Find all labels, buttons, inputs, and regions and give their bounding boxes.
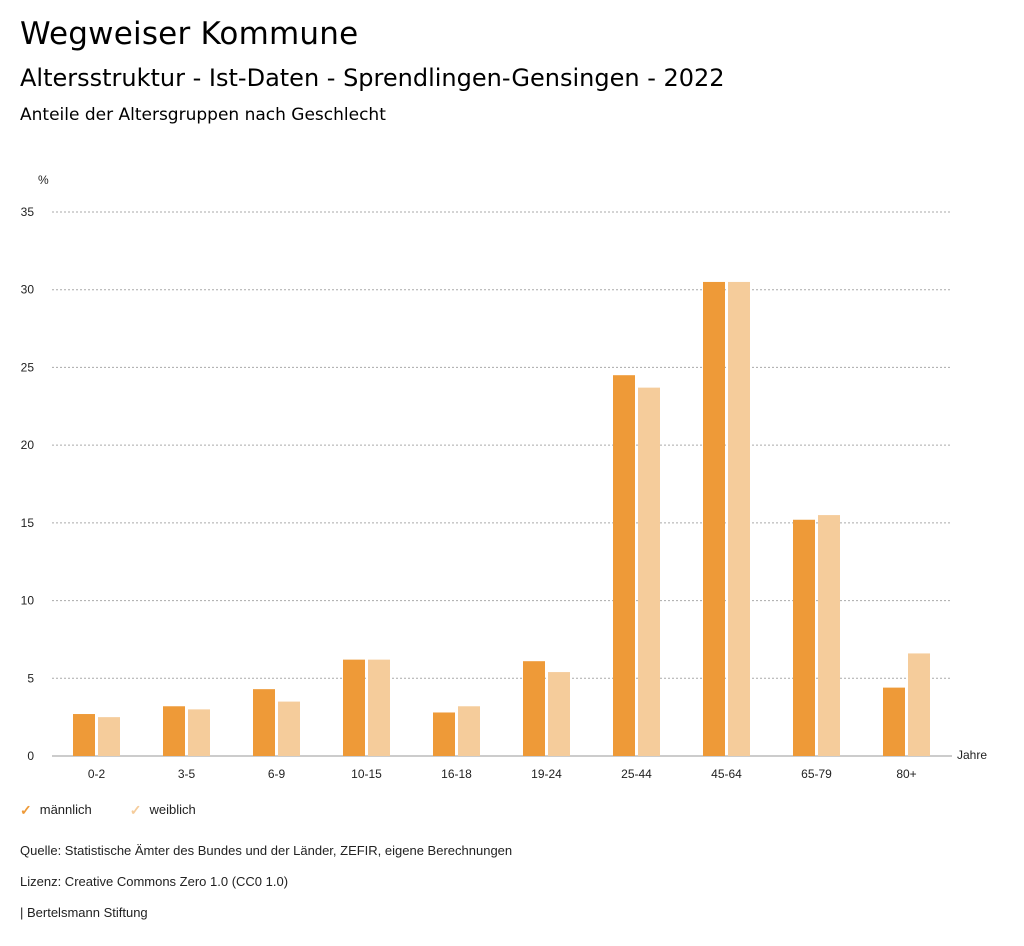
bar-chart: % Jahre 0 5 10 15 20 25 30 35 0-2 3-5 6-9 10-15 16-…: [21, 173, 988, 781]
credit-note: | Bertelsmann Stiftung: [20, 905, 148, 920]
x-tick-label: 6-9: [268, 767, 286, 781]
legend-label: weiblich: [149, 802, 196, 817]
x-tick-labels: 0-2 3-5 6-9 10-15 16-18 19-24 25-44 45-64 65-79 8…: [88, 767, 917, 781]
chart-subtitle: Altersstruktur - Ist-Daten - Sprendlinge…: [20, 64, 725, 92]
y-tick-label: 15: [21, 516, 35, 530]
x-axis-unit-label: Jahre: [957, 748, 987, 762]
x-tick-label: 45-64: [711, 767, 742, 781]
bars: [73, 281, 930, 756]
y-tick-label: 10: [21, 594, 35, 608]
bar-maennlich-6-9[interactable]: [253, 689, 275, 756]
y-tick-label: 25: [21, 360, 35, 374]
x-tick-label: 10-15: [351, 767, 382, 781]
bar-weiblich-3-5[interactable]: [188, 709, 210, 756]
bar-maennlich-25-44[interactable]: [613, 375, 635, 756]
bar-weiblich-25-44[interactable]: [638, 387, 660, 756]
bar-weiblich-16-18[interactable]: [458, 706, 480, 756]
bar-weiblich-19-24[interactable]: [548, 672, 570, 756]
bar-weiblich-10-15[interactable]: [368, 659, 390, 756]
y-tick-label: 35: [21, 205, 35, 219]
page-title: Wegweiser Kommune: [20, 16, 359, 52]
x-tick-label: 0-2: [88, 767, 106, 781]
y-axis-unit-label: %: [38, 173, 49, 187]
bar-weiblich-80+[interactable]: [908, 653, 930, 756]
bar-maennlich-16-18[interactable]: [433, 712, 455, 756]
bar-maennlich-19-24[interactable]: [523, 661, 545, 756]
bar-weiblich-45-64[interactable]: [728, 281, 750, 756]
chart-heading: Anteile der Altersgruppen nach Geschlech…: [20, 105, 386, 125]
bar-maennlich-10-15[interactable]: [343, 659, 365, 756]
legend-item-weiblich[interactable]: ✓ weiblich: [130, 802, 196, 817]
y-tick-label: 0: [27, 749, 34, 763]
y-tick-label: 30: [21, 283, 35, 297]
x-tick-label: 80+: [896, 767, 916, 781]
gridlines: [52, 211, 952, 757]
license-note: Lizenz: Creative Commons Zero 1.0 (CC0 1…: [20, 874, 289, 889]
legend: ✓ männlich ✓ weiblich: [20, 802, 196, 817]
legend-item-maennlich[interactable]: ✓ männlich: [20, 802, 92, 817]
bar-maennlich-65-79[interactable]: [793, 519, 815, 756]
legend-label: männlich: [39, 802, 92, 817]
bar-maennlich-45-64[interactable]: [703, 281, 725, 756]
y-tick-label: 20: [21, 438, 35, 452]
y-tick-label: 5: [27, 671, 34, 685]
x-tick-label: 25-44: [621, 767, 652, 781]
bar-weiblich-0-2[interactable]: [98, 717, 120, 756]
bar-maennlich-80+[interactable]: [883, 687, 905, 756]
source-note: Quelle: Statistische Ämter des Bundes un…: [20, 843, 513, 858]
x-tick-label: 16-18: [441, 767, 472, 781]
checkmark-icon: ✓: [129, 801, 142, 818]
bar-weiblich-65-79[interactable]: [818, 515, 840, 756]
y-tick-labels: 0 5 10 15 20 25 30 35: [21, 205, 35, 763]
x-tick-label: 19-24: [531, 767, 562, 781]
x-tick-label: 3-5: [178, 767, 196, 781]
bar-maennlich-0-2[interactable]: [73, 714, 95, 756]
bar-maennlich-3-5[interactable]: [163, 706, 185, 756]
x-tick-label: 65-79: [801, 767, 832, 781]
bar-weiblich-6-9[interactable]: [278, 701, 300, 756]
checkmark-icon: ✓: [20, 801, 32, 818]
